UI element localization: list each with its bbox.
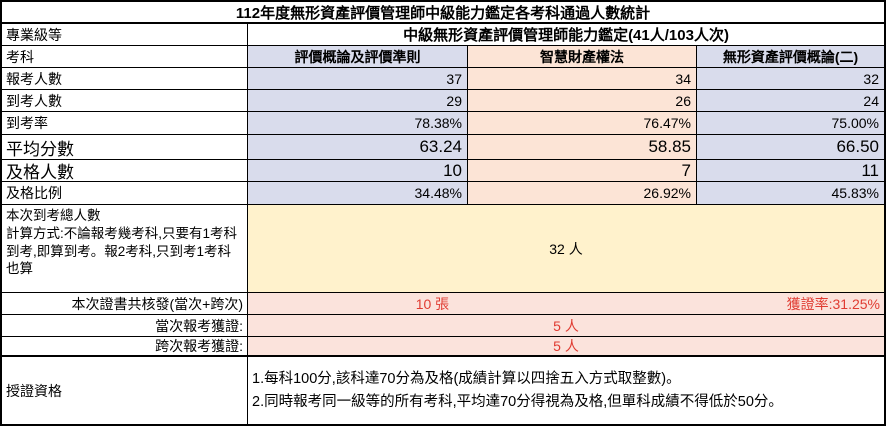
attendance-total-row: 本次到考總人數 計算方式:不論報考幾考科,只要有1考科到考,即算到考。報2考科,… <box>2 205 884 293</box>
current-session-label: 當次報考獲證: <box>2 315 248 336</box>
level-label: 專業級等 <box>2 24 248 45</box>
metric-value: 34.48% <box>248 182 468 204</box>
metric-value: 58.85 <box>468 135 697 159</box>
metric-value: 26 <box>468 90 697 111</box>
qualification-row: 授證資格 1.每科100分,該科達70分為及格(成績計算以四捨五入方式取整數)。… <box>2 357 884 424</box>
metric-value: 29 <box>248 90 468 111</box>
metric-label: 及格人數 <box>2 160 248 181</box>
qualification-rules: 1.每科100分,該科達70分為及格(成績計算以四捨五入方式取整數)。 2.同時… <box>248 357 884 424</box>
metric-label: 報考人數 <box>2 68 248 89</box>
level-value: 中級無形資產評價管理師能力鑑定(41人/103人次) <box>403 27 729 44</box>
metric-row-average-score: 平均分數 63.24 58.85 66.50 <box>2 135 884 160</box>
metric-value: 37 <box>248 68 468 89</box>
cross-session-row: 跨次報考獲證: 5 人 <box>2 337 884 357</box>
current-session-row: 當次報考獲證: 5 人 <box>2 315 884 337</box>
metric-row-registered: 報考人數 37 34 32 <box>2 68 884 90</box>
title-row: 112年度無形資產評價管理師中級能力鑑定各考科通過人數統計 <box>2 2 884 24</box>
metric-value: 26.92% <box>468 182 697 204</box>
subject-row-label: 考科 <box>2 46 248 67</box>
metric-row-passed-count: 及格人數 10 7 11 <box>2 160 884 182</box>
certificates-issued-value: 10 張 獲證率:31.25% <box>248 293 884 314</box>
qualification-label: 授證資格 <box>2 357 248 424</box>
subject-col-2: 智慧財產權法 <box>468 46 697 67</box>
metric-value: 76.47% <box>468 112 697 134</box>
attendance-label-note: 計算方式:不論報考幾考科,只要有1考科到考,即算到考。報2考科,只到考1考科也算 <box>6 225 238 277</box>
subject-col-3: 無形資產評價概論(二) <box>697 46 884 67</box>
subject-header-row: 考科 評價概論及評價準則 智慧財產權法 無形資產評價概論(二) <box>2 46 884 68</box>
metric-value: 63.24 <box>248 135 468 159</box>
qualification-rule-2: 2.同時報考同一級等的所有考科,平均達70分得視為及格,但單科成績不得低於50分… <box>252 393 783 410</box>
metric-value: 66.50 <box>697 135 884 159</box>
certificates-rate: 獲證率:31.25% <box>786 295 880 312</box>
metric-value: 11 <box>697 160 884 181</box>
level-row: 專業級等 中級無形資產評價管理師能力鑑定(41人/103人次) <box>2 24 884 46</box>
metric-value: 7 <box>468 160 697 181</box>
metric-label: 平均分數 <box>2 135 248 159</box>
attendance-total-value: 32 人 <box>248 205 884 292</box>
metric-value: 45.83% <box>697 182 884 204</box>
cross-session-value: 5 人 <box>248 337 884 355</box>
current-session-value: 5 人 <box>248 315 884 336</box>
cross-session-label: 跨次報考獲證: <box>2 337 248 355</box>
metric-label: 及格比例 <box>2 182 248 204</box>
qualification-rule-1: 1.每科100分,該科達70分為及格(成績計算以四捨五入方式取整數)。 <box>252 371 681 388</box>
metric-row-attended: 到考人數 29 26 24 <box>2 90 884 112</box>
certificates-issued-row: 本次證書共核發(當次+跨次) 10 張 獲證率:31.25% <box>2 293 884 315</box>
attendance-label-line1: 本次到考總人數 <box>6 208 101 223</box>
metric-row-attendance-rate: 到考率 78.38% 76.47% 75.00% <box>2 112 884 135</box>
metric-value: 32 <box>697 68 884 89</box>
metric-value: 34 <box>468 68 697 89</box>
metric-label: 到考率 <box>2 112 248 134</box>
certificates-issued-label: 本次證書共核發(當次+跨次) <box>2 293 248 314</box>
metric-row-pass-rate: 及格比例 34.48% 26.92% 45.83% <box>2 182 884 205</box>
subject-col-1: 評價概論及評價準則 <box>248 46 468 67</box>
metric-value: 78.38% <box>248 112 468 134</box>
metric-label: 到考人數 <box>2 90 248 111</box>
attendance-total-label: 本次到考總人數 計算方式:不論報考幾考科,只要有1考科到考,即算到考。報2考科,… <box>2 205 248 292</box>
page-title: 112年度無形資產評價管理師中級能力鑑定各考科通過人數統計 <box>235 4 651 22</box>
certificates-count: 10 張 <box>415 295 450 312</box>
metric-value: 24 <box>697 90 884 111</box>
metric-value: 10 <box>248 160 468 181</box>
metric-value: 75.00% <box>697 112 884 134</box>
